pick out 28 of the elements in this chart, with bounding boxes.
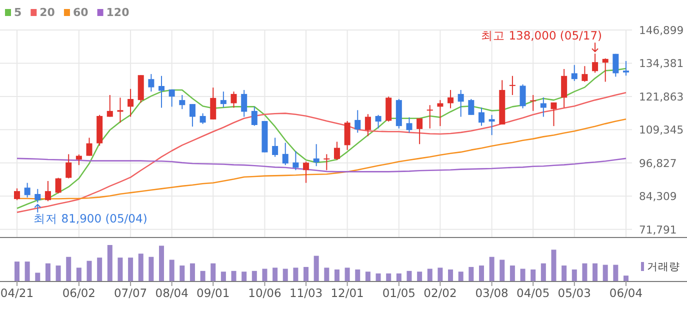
legend-label: 20 [40, 6, 56, 19]
y-tick-label: 109,345 [639, 124, 684, 137]
x-tick-label: 12/01 [330, 286, 364, 300]
x-tick-label: 07/07 [114, 286, 148, 300]
legend-label: 5 [14, 6, 22, 19]
x-tick-label: 11/03 [289, 286, 323, 300]
x-tick-label: 08/04 [155, 286, 188, 300]
x-tick-label: 10/06 [248, 286, 282, 300]
x-tick-label: 04/05 [516, 286, 550, 300]
annotation: 최고 138,000 (05/17) [481, 28, 602, 43]
y-tick-label: 146,899 [639, 24, 684, 37]
legend-label: 거래량 [647, 261, 680, 273]
legend-label: 120 [106, 6, 130, 19]
x-tick-label: 06/04 [609, 286, 643, 300]
y-tick-label: 121,863 [639, 90, 684, 104]
x-tick-label: 01/05 [382, 286, 416, 300]
x-tick-label: 09/01 [196, 286, 230, 300]
x-tick-label: 04/21 [0, 286, 34, 300]
y-tick-label: 71,791 [639, 223, 677, 236]
x-tick-label: 05/03 [558, 286, 591, 300]
y-tick-label: 134,381 [639, 57, 684, 70]
x-tick-label: 03/08 [475, 286, 508, 300]
y-tick-label: 84,309 [639, 190, 677, 204]
x-tick-label: 06/02 [62, 286, 96, 300]
x-tick-label: 02/02 [424, 286, 457, 300]
annotation: 최저 81,900 (05/04) [34, 212, 148, 226]
y-tick-label: 96,827 [639, 156, 677, 170]
legend-label: 60 [72, 6, 89, 19]
